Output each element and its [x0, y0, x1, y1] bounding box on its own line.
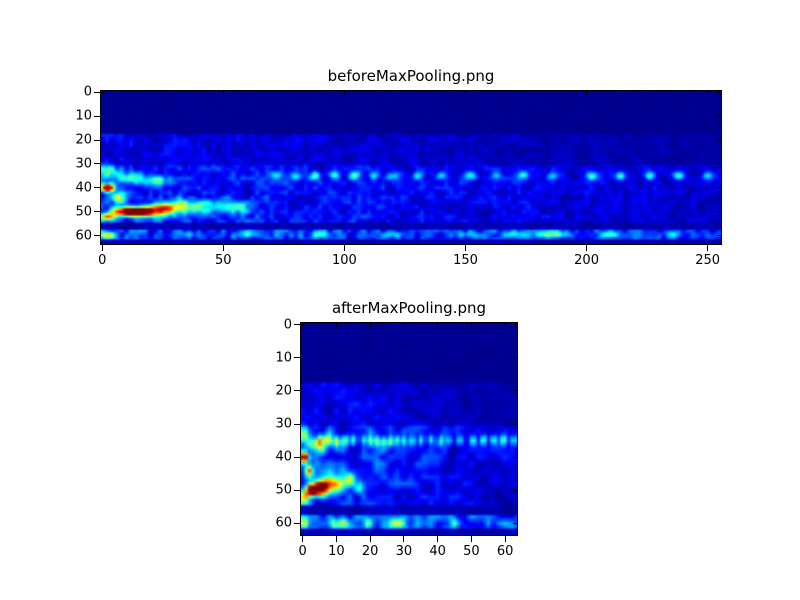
after-maxpooling-title: afterMaxPooling.png	[331, 299, 487, 317]
before-maxpooling-title: beforeMaxPooling.png	[327, 67, 495, 85]
y-tick-mark-mirror	[717, 235, 721, 237]
after-maxpooling-axes: afterMaxPooling.png 0 10 20 30 40 50 60 0 10 20 30…	[275, 300, 518, 559]
x-tick-mark-mirror	[504, 323, 506, 327]
y-tick-mark	[294, 522, 300, 524]
x-tick-label: 0	[298, 544, 307, 559]
y-tick-label: 30	[75, 156, 92, 172]
x-tick-mark-mirror	[470, 323, 472, 327]
y-tick-label: 50	[75, 204, 92, 220]
y-tick-label: 30	[275, 416, 292, 432]
y-tick-mark	[94, 115, 100, 117]
y-tick-mark	[94, 235, 100, 237]
x-tick-label: 0	[98, 253, 107, 268]
y-tick-label: 10	[75, 108, 92, 124]
x-tick-label: 10	[328, 544, 345, 559]
x-tick-label: 30	[395, 544, 413, 559]
x-tick-mark-mirror	[222, 91, 224, 95]
x-tick-mark	[586, 245, 588, 251]
before-maxpooling-heatmap	[101, 91, 721, 244]
y-tick-mark-mirror	[513, 423, 517, 425]
x-tick-mark-mirror	[437, 323, 439, 327]
x-tick-mark-mirror	[707, 91, 709, 95]
y-tick-label: 60	[75, 228, 92, 244]
x-tick-mark-mirror	[464, 91, 466, 95]
y-tick-mark-mirror	[717, 91, 721, 93]
x-tick-label: 250	[695, 253, 721, 268]
after-maxpooling-heatmap	[301, 323, 517, 535]
x-tick-label: 50	[463, 544, 480, 559]
x-tick-label: 150	[453, 253, 478, 268]
x-tick-mark	[437, 536, 439, 542]
x-tick-label: 100	[331, 253, 357, 268]
x-tick-mark	[470, 536, 472, 542]
x-tick-mark	[335, 536, 337, 542]
y-tick-label: 20	[75, 132, 92, 148]
y-tick-mark-mirror	[513, 357, 517, 359]
y-tick-mark	[94, 211, 100, 213]
x-tick-mark	[343, 245, 345, 251]
x-tick-mark-mirror	[302, 323, 304, 327]
x-tick-mark-mirror	[101, 91, 103, 95]
y-tick-mark	[294, 324, 300, 326]
x-tick-mark	[504, 536, 506, 542]
x-tick-label: 20	[361, 544, 379, 559]
y-tick-mark-mirror	[717, 211, 721, 213]
y-tick-label: 0	[83, 84, 92, 100]
x-tick-mark	[101, 245, 103, 251]
y-tick-mark	[294, 423, 300, 425]
y-tick-mark	[94, 187, 100, 189]
y-tick-label: 10	[275, 350, 292, 366]
y-tick-mark	[94, 91, 100, 93]
x-tick-mark-mirror	[403, 323, 405, 327]
y-tick-label: 0	[283, 317, 292, 333]
x-tick-mark	[222, 245, 224, 251]
y-tick-mark-mirror	[513, 390, 517, 392]
y-tick-label: 40	[275, 449, 292, 465]
y-tick-label: 40	[75, 180, 92, 196]
x-tick-mark-mirror	[335, 323, 337, 327]
y-tick-label: 60	[275, 515, 292, 531]
y-tick-mark	[294, 357, 300, 359]
y-tick-label: 50	[275, 482, 292, 498]
y-tick-mark	[94, 139, 100, 141]
x-tick-label: 200	[574, 253, 599, 268]
y-tick-mark	[294, 456, 300, 458]
y-tick-mark-mirror	[717, 115, 721, 117]
y-tick-mark-mirror	[513, 489, 517, 491]
x-tick-mark	[302, 536, 304, 542]
x-tick-label: 40	[429, 544, 446, 559]
y-tick-mark	[94, 163, 100, 165]
y-tick-mark-mirror	[513, 324, 517, 326]
x-tick-mark-mirror	[586, 91, 588, 95]
x-tick-mark	[707, 245, 709, 251]
x-tick-mark	[403, 536, 405, 542]
x-tick-mark-mirror	[369, 323, 371, 327]
x-tick-mark	[464, 245, 466, 251]
y-tick-mark	[294, 390, 300, 392]
x-tick-label: 50	[215, 253, 232, 268]
y-tick-mark-mirror	[717, 187, 721, 189]
before-maxpooling-axes: beforeMaxPooling.png 0 50 100 150 200 250 0 10 2…	[75, 68, 722, 268]
y-tick-mark	[294, 489, 300, 491]
y-tick-mark-mirror	[513, 456, 517, 458]
x-tick-mark-mirror	[343, 91, 345, 95]
y-tick-mark-mirror	[717, 163, 721, 165]
y-tick-label: 20	[275, 383, 292, 399]
x-tick-label: 60	[496, 544, 514, 559]
y-tick-mark-mirror	[513, 522, 517, 524]
x-tick-mark	[369, 536, 371, 542]
y-tick-mark-mirror	[717, 139, 721, 141]
